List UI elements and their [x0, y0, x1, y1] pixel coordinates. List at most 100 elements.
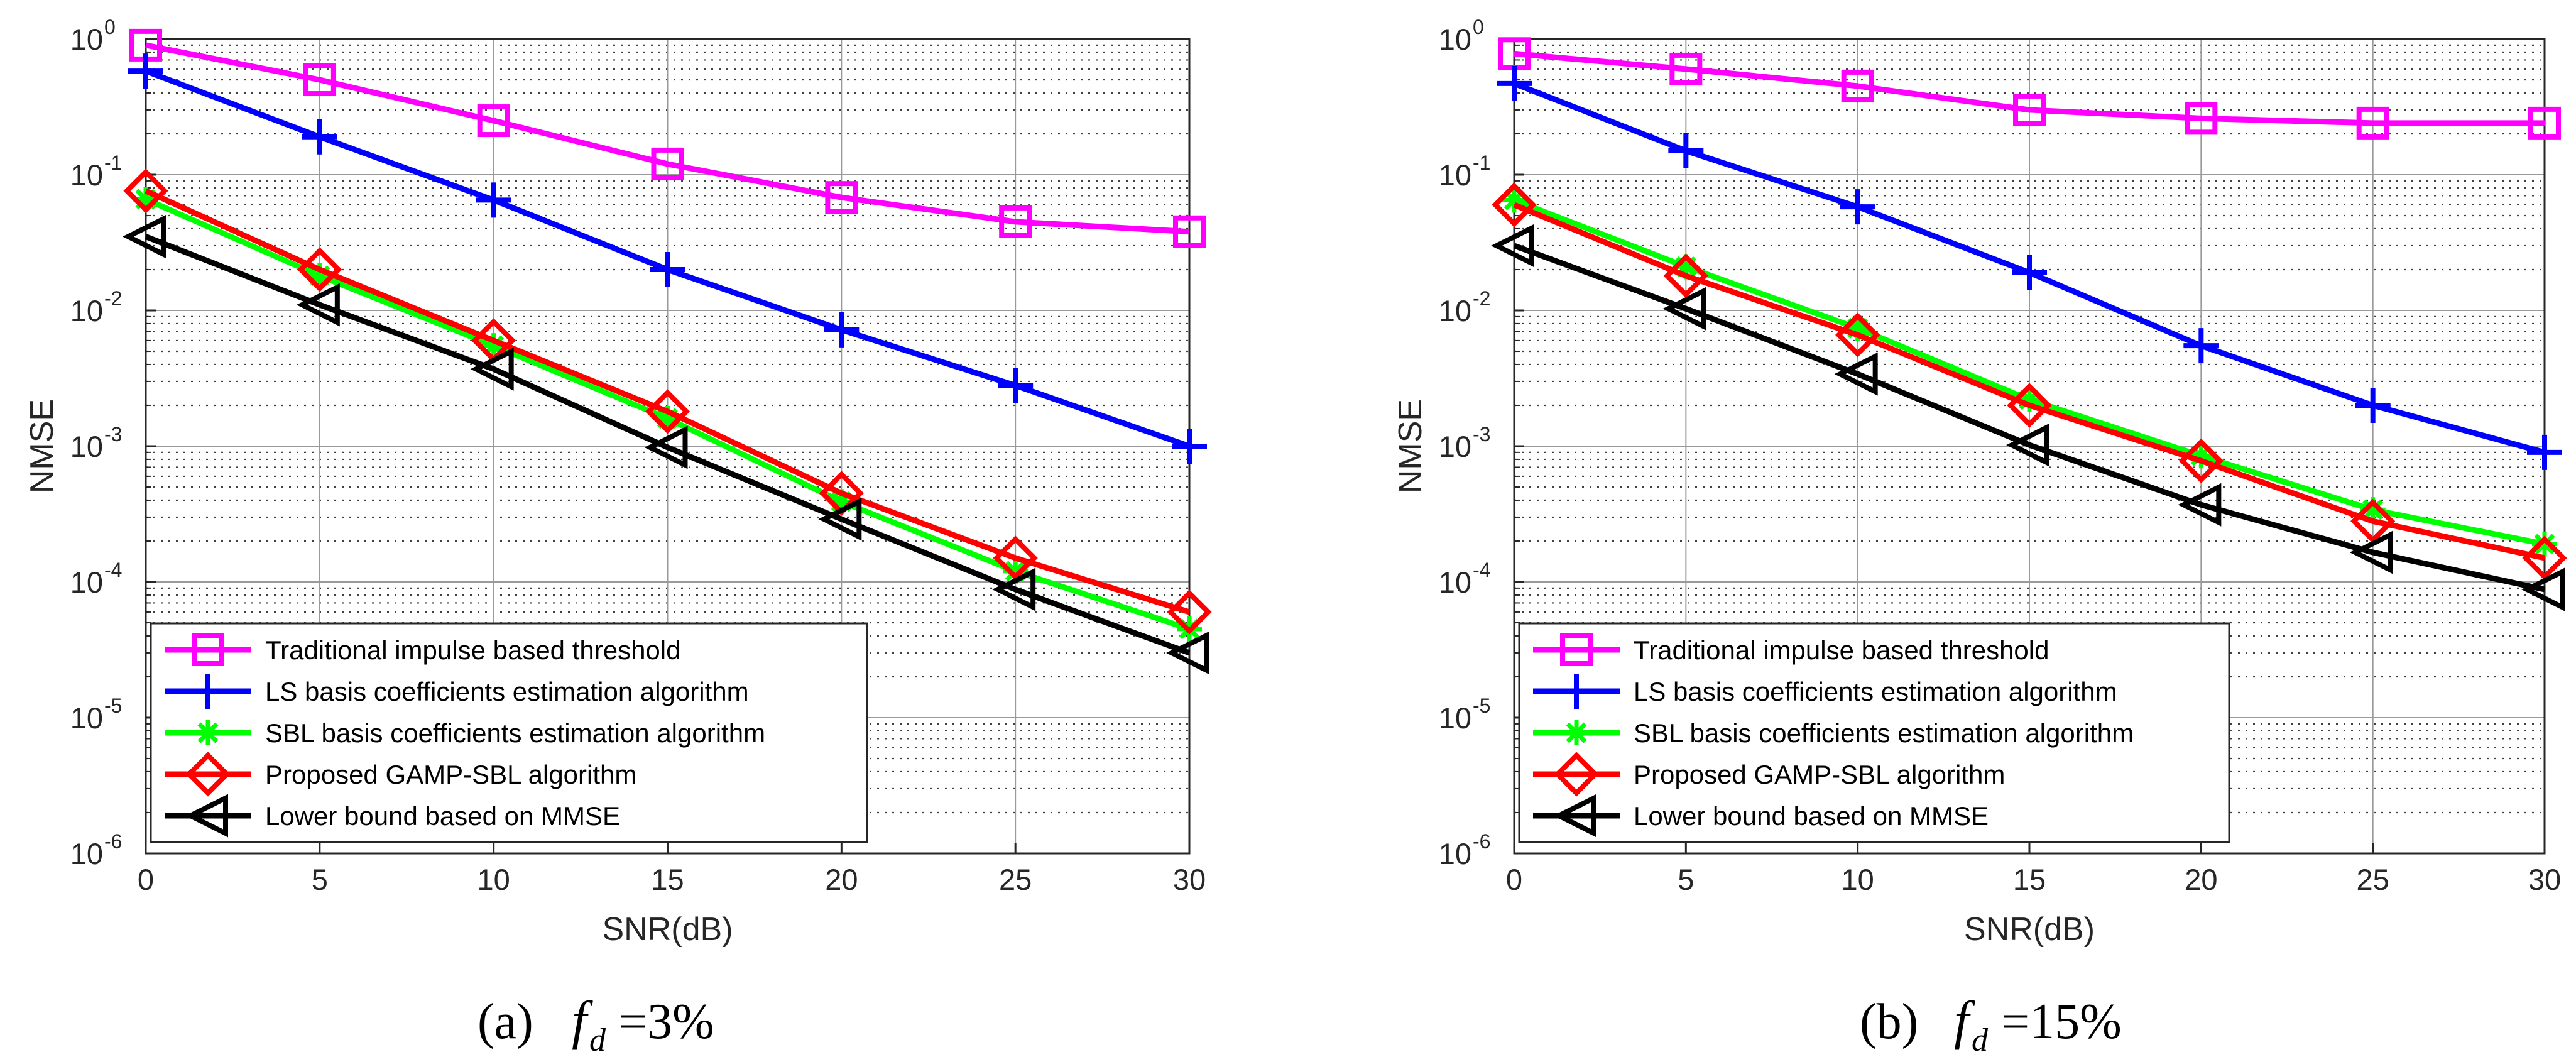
data-point-triangle-left: [296, 283, 340, 327]
data-point-plus: [1497, 65, 1532, 101]
legend-item: SBL basis coefficients estimation algori…: [165, 718, 765, 748]
caption-value: =3%: [619, 994, 714, 1049]
legend-label: Proposed GAMP-SBL algorithm: [1634, 760, 2005, 789]
data-point-diamond: [993, 535, 1038, 581]
y-tick-exponent: 0: [1473, 16, 1484, 38]
y-tick-exponent: -1: [104, 151, 122, 174]
legend-marker-asterisk: [1564, 720, 1589, 745]
series-triangle-left: [1491, 224, 2565, 611]
data-point-square: [303, 63, 336, 97]
y-tick-exponent: -1: [1473, 151, 1490, 174]
data-point-diamond: [2007, 383, 2052, 428]
x-tick-label: 15: [651, 863, 684, 896]
data-point-triangle-left: [123, 215, 166, 258]
legend-item: Proposed GAMP-SBL algorithm: [1533, 752, 2005, 797]
data-point-triangle-left: [1834, 352, 1878, 396]
y-tick-label: 10: [1439, 294, 1471, 327]
x-tick-label: 20: [825, 863, 858, 896]
legend-marker-triangle-left: [185, 794, 228, 838]
series-square: [1498, 37, 2561, 140]
x-tick-label: 10: [478, 863, 510, 896]
series-line: [145, 234, 1191, 656]
y-tick-exponent: -2: [1473, 287, 1490, 310]
x-tick-label: 5: [312, 863, 328, 896]
legend-label: SBL basis coefficients estimation algori…: [1634, 718, 2134, 748]
legend-item: LS basis coefficients estimation algorit…: [1533, 674, 2117, 709]
series-asterisk: [1502, 187, 2557, 557]
legend-item: Lower bound based on MMSE: [1533, 794, 1989, 838]
data-point-asterisk: [655, 405, 680, 431]
y-tick-exponent: 0: [104, 16, 116, 38]
data-point-plus: [2527, 434, 2562, 470]
y-tick-label: 10: [70, 294, 103, 327]
legend: Traditional impulse based threshold LS ba…: [1518, 622, 2230, 843]
y-tick-label: 10: [1439, 701, 1471, 735]
data-point-triangle-left: [992, 567, 1036, 611]
legend-marker-square: [192, 633, 224, 666]
data-point-diamond: [1835, 312, 1880, 358]
y-tick-label: 10: [1439, 837, 1471, 870]
data-point-triangle-left: [2521, 567, 2565, 611]
data-point-diamond: [297, 247, 342, 292]
data-point-asterisk: [2188, 443, 2214, 469]
legend-item: Lower bound based on MMSE: [165, 794, 620, 838]
panel-caption: (b) f d =15%: [1860, 990, 2122, 1057]
y-tick-label: 10: [70, 701, 103, 735]
legend-item: Traditional impulse based threshold: [1533, 633, 2049, 666]
data-point-triangle-left: [1662, 287, 1706, 331]
y-tick-label: 10: [70, 430, 103, 463]
y-tick-exponent: -5: [1473, 694, 1490, 717]
data-point-plus: [998, 368, 1034, 403]
data-point-square: [1841, 69, 1874, 102]
legend-item: Traditional impulse based threshold: [165, 633, 680, 666]
legend-marker-plus: [1559, 674, 1594, 709]
y-tick-label: 10: [1439, 158, 1471, 192]
data-point-plus: [128, 53, 163, 89]
legend: Traditional impulse based threshold LS ba…: [150, 622, 868, 843]
data-point-triangle-left: [644, 425, 688, 469]
data-point-diamond: [123, 168, 168, 214]
data-point-diamond: [1663, 253, 1708, 298]
data-point-plus: [650, 251, 685, 287]
legend-marker-diamond: [185, 752, 231, 797]
data-point-square: [2528, 106, 2561, 140]
data-point-plus: [1172, 429, 1207, 464]
y-tick-label: 10: [1439, 23, 1471, 56]
legend-label: SBL basis coefficients estimation algori…: [265, 718, 765, 748]
series-plus: [1497, 65, 2562, 470]
data-point-asterisk: [2532, 531, 2557, 557]
legend-label: Lower bound based on MMSE: [265, 801, 620, 831]
y-tick-exponent: -6: [1473, 830, 1490, 853]
legend-marker-square: [1560, 633, 1593, 666]
legend-box: [150, 622, 868, 843]
data-point-triangle-left: [2006, 423, 2049, 467]
x-tick-label: 30: [1173, 863, 1206, 896]
x-axis-label: SNR(dB): [602, 911, 733, 948]
data-point-square: [1173, 215, 1206, 248]
x-tick-label: 10: [1842, 863, 1874, 896]
series-triangle-left: [123, 215, 1209, 675]
data-point-asterisk: [1673, 254, 1699, 280]
series-plus: [128, 53, 1207, 464]
y-tick-exponent: -3: [1473, 423, 1490, 446]
x-tick-label: 25: [2357, 863, 2389, 896]
legend-marker-triangle-left: [1553, 794, 1596, 838]
x-tick-label: 20: [2185, 863, 2217, 896]
y-tick-label: 10: [1439, 566, 1471, 599]
data-point-plus: [2183, 328, 2219, 364]
legend-label: Traditional impulse based threshold: [265, 635, 680, 665]
y-tick-label: 10: [70, 23, 103, 56]
data-point-triangle-left: [818, 497, 862, 541]
x-axis-label: SNR(dB): [1964, 911, 2095, 948]
data-point-square: [2013, 93, 2046, 126]
data-point-diamond: [2178, 438, 2224, 483]
caption-label: (a): [478, 994, 533, 1049]
data-point-diamond: [1167, 589, 1212, 635]
caption-label: (b): [1860, 994, 1918, 1049]
data-point-diamond: [645, 389, 690, 434]
